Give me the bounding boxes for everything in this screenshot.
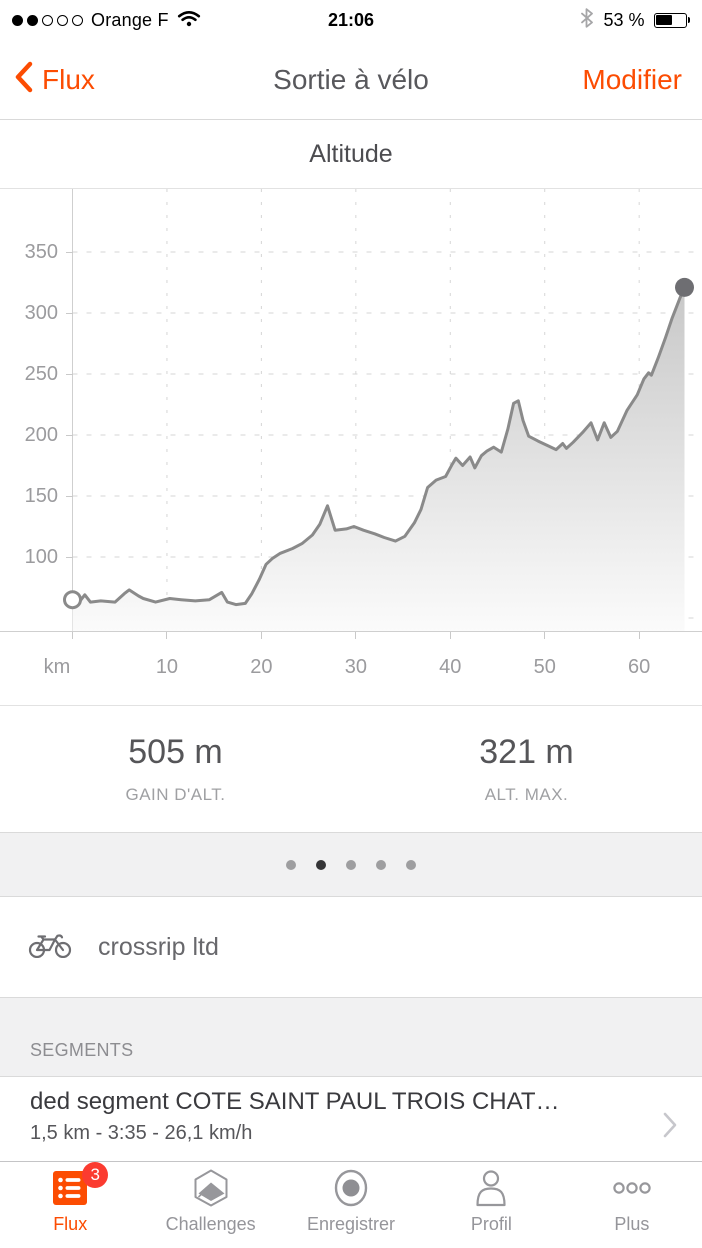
- bike-icon: [28, 932, 72, 963]
- y-axis-tick: [66, 496, 73, 497]
- tab-enregistrer[interactable]: Enregistrer: [281, 1162, 421, 1248]
- stat-elevation-gain: 505 m GAIN D'ALT.: [0, 706, 351, 832]
- x-axis-tick: [544, 632, 546, 639]
- status-bar: Orange F 21:06 53 %: [0, 0, 702, 40]
- edit-button[interactable]: Modifier: [582, 64, 682, 95]
- stat-label: ALT. MAX.: [484, 785, 569, 804]
- x-axis-tick-label: 60: [628, 656, 651, 678]
- segment-details: 1,5 km - 3:35 - 26,1 km/h: [30, 1122, 253, 1144]
- x-axis-tick-label: 40: [439, 656, 462, 678]
- chevron-left-icon: [14, 60, 34, 101]
- tab-profil[interactable]: Profil: [421, 1162, 561, 1248]
- x-axis-tick-label: 10: [155, 656, 179, 678]
- signal-dot: [57, 14, 68, 26]
- x-axis-tick-label: 20: [250, 656, 273, 678]
- wifi-icon: [177, 8, 201, 32]
- profile-icon: [472, 1168, 510, 1213]
- pager-dot[interactable]: [406, 859, 416, 870]
- tab-label: Profil: [470, 1214, 512, 1234]
- tab-label: Enregistrer: [307, 1214, 396, 1234]
- y-axis-tick: [66, 557, 73, 558]
- altitude-chart[interactable]: 350 300 250 200 150 100: [0, 188, 702, 632]
- x-axis-tick-label: 50: [533, 656, 556, 678]
- tab-label: Flux: [53, 1214, 88, 1234]
- y-axis-tick: [66, 374, 73, 375]
- y-axis-tick: [66, 435, 73, 436]
- tab-plus[interactable]: Plus: [562, 1162, 702, 1248]
- tab-label: Plus: [614, 1214, 650, 1234]
- y-axis-tick-label: 250: [24, 363, 58, 385]
- y-axis-tick-label: 150: [24, 485, 58, 507]
- x-axis-tick: [449, 632, 451, 639]
- x-axis-tick: [638, 632, 640, 639]
- y-axis-tick: [66, 313, 73, 314]
- page-title: Sortie à vélo: [273, 64, 429, 95]
- stat-value: 505 m: [128, 733, 223, 771]
- tab-flux[interactable]: 3 Flux: [0, 1162, 140, 1248]
- segment-title: ded segment COTE SAINT PAUL TROIS CHAT…: [30, 1088, 560, 1115]
- stat-value: 321 m: [479, 733, 574, 771]
- feed-list-icon: [51, 1169, 89, 1212]
- y-axis-tick-label: 200: [24, 424, 58, 446]
- y-axis-tick-label: 300: [24, 302, 58, 324]
- tab-label: Challenges: [165, 1214, 256, 1234]
- x-axis-tick: [72, 632, 73, 639]
- battery-icon: [653, 12, 690, 28]
- segments-header: SEGMENTS: [0, 997, 702, 1077]
- pager-dot[interactable]: [376, 859, 386, 870]
- more-dots-icon: [611, 1180, 653, 1201]
- y-axis-tick-label: 100: [24, 546, 58, 568]
- chart-x-axis: km 10 20 30 40 50 60: [0, 631, 702, 705]
- chart-title: Altitude: [0, 120, 702, 188]
- x-axis-unit-label: km: [43, 656, 71, 678]
- pager-dot[interactable]: [346, 859, 356, 870]
- signal-dot: [42, 14, 53, 26]
- x-axis-tick-label: 30: [344, 656, 367, 678]
- back-button[interactable]: Flux: [14, 40, 95, 120]
- signal-strength-icon: [12, 14, 83, 26]
- gear-name: crossrip ltd: [98, 932, 219, 961]
- stat-label: GAIN D'ALT.: [125, 785, 226, 804]
- challenges-hexagon-icon: [191, 1168, 231, 1213]
- tab-challenges[interactable]: Challenges: [140, 1162, 280, 1248]
- signal-dot: [27, 14, 38, 26]
- signal-dot: [12, 14, 23, 26]
- x-axis-tick: [355, 632, 357, 639]
- page-indicator: [0, 832, 702, 897]
- notification-badge: 3: [82, 1162, 109, 1188]
- pager-dot-active[interactable]: [316, 859, 326, 870]
- battery-percent-label: 53 %: [603, 9, 645, 30]
- stats-row: 505 m GAIN D'ALT. 321 m ALT. MAX.: [0, 705, 702, 832]
- record-icon: [331, 1168, 371, 1213]
- bluetooth-icon: [580, 7, 594, 33]
- chevron-right-icon: [662, 1111, 678, 1144]
- pager-dot[interactable]: [286, 859, 296, 870]
- gear-row[interactable]: crossrip ltd: [0, 897, 702, 997]
- x-axis-tick: [166, 632, 168, 639]
- segment-list-item[interactable]: ded segment COTE SAINT PAUL TROIS CHAT… …: [0, 1077, 702, 1161]
- carrier-label: Orange F: [91, 9, 169, 30]
- back-button-label: Flux: [42, 64, 95, 95]
- tab-bar: 3 Flux Challenges Enregistrer Profil Plus: [0, 1161, 702, 1248]
- x-axis-tick: [260, 632, 262, 639]
- nav-bar: Flux Sortie à vélo Modifier: [0, 40, 702, 120]
- y-axis-tick-label: 350: [24, 241, 58, 263]
- signal-dot: [72, 14, 83, 26]
- y-axis-tick: [66, 252, 73, 253]
- stat-max-altitude: 321 m ALT. MAX.: [351, 706, 702, 832]
